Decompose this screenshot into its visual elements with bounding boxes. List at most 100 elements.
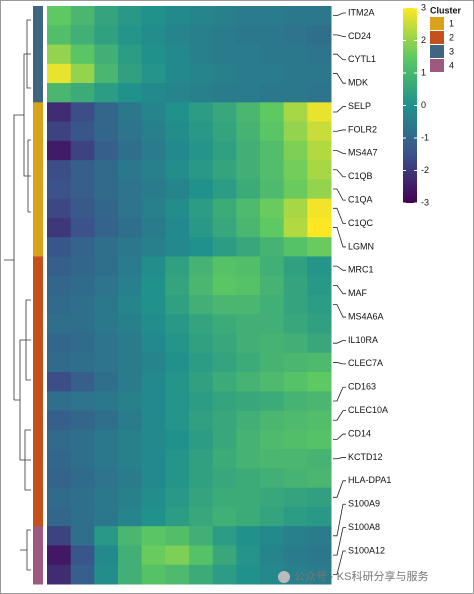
heat-cell [47,410,72,431]
heat-cell [189,449,214,469]
heat-cell [283,449,308,469]
row-label: MS4A6A [348,311,384,321]
heat-cell [283,25,308,46]
dendrogram [4,19,31,571]
heat-cell [118,275,143,296]
colorbar-tick-label: 2 [421,35,426,45]
heat-cell [47,449,72,469]
heat-cell [47,44,72,65]
heat-cell [141,449,166,469]
heat-cell [260,256,285,277]
heat-cell [260,63,285,84]
label-connector [333,188,346,201]
heat-cell [307,160,332,180]
heat-cell [165,468,190,489]
watermark-icon [278,571,290,583]
heat-cell [165,449,190,469]
label-connector [333,503,346,537]
heat-cell [118,391,143,412]
legend-swatch [430,45,444,58]
heat-cell [260,198,285,219]
heat-cell [94,25,119,46]
heat-cell [47,237,72,257]
heat-cell [141,198,166,219]
heat-cell [165,564,190,585]
label-connector [333,34,346,37]
heat-cell [236,217,261,238]
heat-cell [260,333,285,354]
heat-cell [212,449,237,469]
heat-cell [236,25,261,46]
label-connector [333,362,346,365]
heat-cell [118,449,143,469]
heat-cell [189,179,214,200]
row-label: KCTD12 [348,452,383,462]
row-label: FOLR2 [348,124,377,134]
heat-cell [70,217,95,238]
cluster-cell [33,391,43,412]
heat-cell [94,352,119,373]
heat-cell [165,140,190,161]
row-label: CD24 [348,31,371,41]
heat-cell [307,372,332,392]
heat-cell [260,295,285,315]
heat-cell [212,237,237,257]
label-connector [333,73,346,84]
heat-cell [307,468,332,489]
heat-cell [94,121,119,142]
heat-cell [94,429,119,450]
heat-cell [212,352,237,373]
heat-cell [70,83,95,103]
heat-cell [307,352,332,373]
heat-cell [189,526,214,546]
heat-cell [236,160,261,180]
heat-cell [141,545,166,566]
heat-cell [165,217,190,238]
heat-cell [260,506,285,527]
heat-cell [260,526,285,546]
heat-cell [47,506,72,527]
heat-cell [236,6,261,26]
heat-cell [141,314,166,335]
row-label: CD163 [348,382,376,392]
heat-cell [165,333,190,354]
heat-cell [47,121,72,142]
colorbar [403,8,417,203]
heat-cell [165,487,190,508]
heat-cell [212,275,237,296]
heat-cell [189,217,214,238]
heat-cell [165,545,190,566]
heat-cell [260,237,285,257]
heat-cell [189,352,214,373]
heat-cell [236,314,261,335]
heat-cell [212,102,237,123]
cluster-cell [33,429,43,450]
label-connector [333,480,346,498]
heat-cell [307,429,332,450]
heat-cell [70,179,95,200]
heatmap [47,6,332,585]
heat-cell [94,275,119,296]
heat-cell [189,295,214,315]
heat-cell [307,526,332,546]
heat-cell [212,63,237,84]
colorbar-tick-label: -3 [421,197,429,207]
heat-cell [141,25,166,46]
heat-cell [283,121,308,142]
heat-cell [165,372,190,392]
row-label: HLA-DPA1 [348,475,391,485]
heat-cell [70,198,95,219]
heat-cell [70,314,95,335]
heat-cell [94,468,119,489]
heat-cell [260,372,285,392]
heat-cell [94,506,119,527]
legend-swatch [430,59,444,72]
heat-cell [141,83,166,103]
heat-cell [307,545,332,566]
colorbar-tick-label: 0 [421,100,426,110]
heat-cell [141,160,166,180]
heat-cell [189,314,214,335]
heat-cell [307,333,332,354]
heat-cell [70,140,95,161]
cluster-cell [33,237,43,257]
